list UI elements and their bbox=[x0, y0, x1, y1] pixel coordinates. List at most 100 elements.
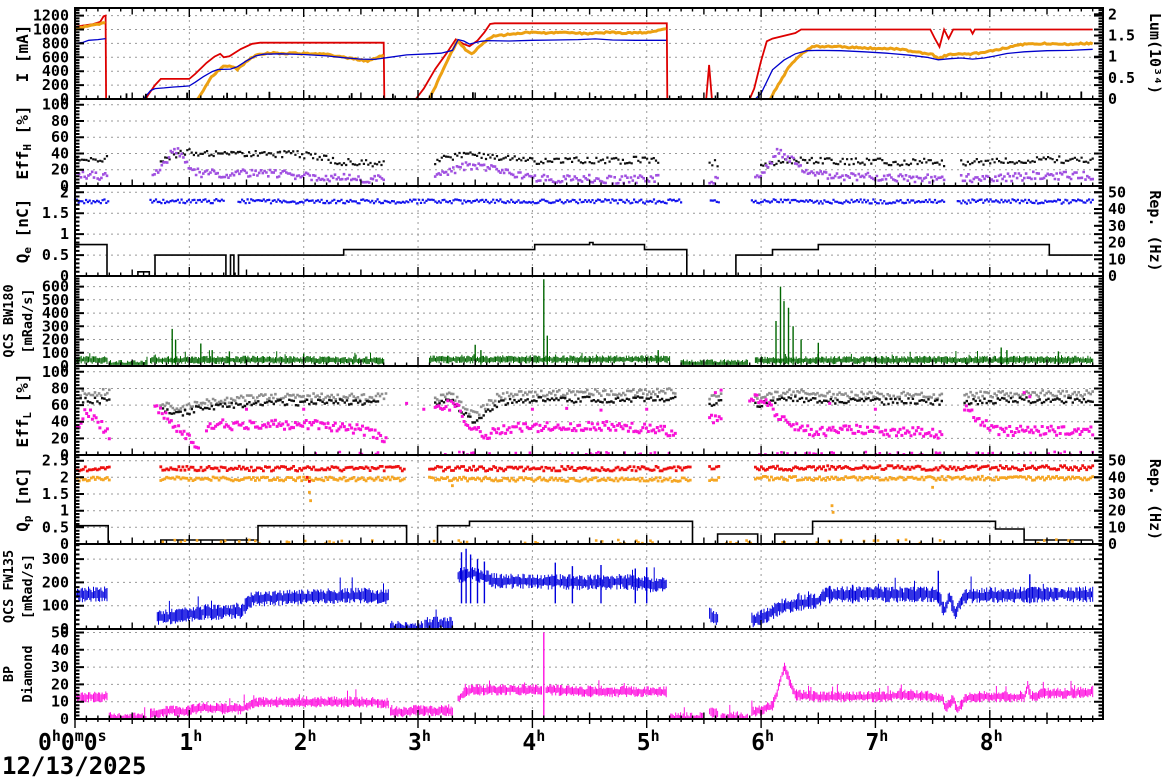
y-tick-label: 400 bbox=[42, 304, 69, 322]
panel-border bbox=[74, 628, 1104, 720]
right-tick-label: 20 bbox=[1108, 234, 1126, 252]
series-current-blue bbox=[754, 48, 1093, 100]
right-axis-label-beam-current: Lum(10³⁴) bbox=[1146, 13, 1164, 94]
x-hour-label-7: 7h bbox=[865, 727, 888, 756]
right-tick-label: 1.5 bbox=[1108, 27, 1135, 45]
y-axis-ticks bbox=[75, 628, 1103, 720]
y-tick-label: 1 bbox=[60, 225, 69, 243]
y-tick-label: 300 bbox=[42, 550, 69, 568]
series-qp-red-dots bbox=[75, 464, 1095, 473]
x-axis-ticks bbox=[74, 620, 1094, 629]
right-tick-label: 20 bbox=[1108, 502, 1126, 520]
right-tick-label: 10 bbox=[1108, 250, 1126, 268]
y-tick-label: 0 bbox=[60, 357, 69, 375]
y-tick-label: 20 bbox=[51, 675, 69, 693]
x-hour-label-5: 5h bbox=[637, 727, 660, 756]
y-tick-label: 200 bbox=[42, 573, 69, 591]
x-hour-label-6: 6h bbox=[751, 727, 774, 756]
x-hour-label-3: 3h bbox=[408, 727, 431, 756]
x-origin-label: 0h​0m​0s​ bbox=[38, 727, 107, 756]
y-tick-label: 600 bbox=[42, 278, 69, 296]
y-tick-label: 2 bbox=[60, 468, 69, 486]
series-qp-orange-dots bbox=[75, 474, 1095, 483]
y-tick-label: 1.5 bbox=[42, 485, 69, 503]
x-hour-label-4: 4h bbox=[522, 727, 545, 756]
series-eff-l-magenta-low bbox=[314, 450, 1094, 457]
y-tick-label: 100 bbox=[42, 363, 69, 381]
right-tick-label: 2 bbox=[1108, 5, 1117, 23]
y-tick-label: 1.5 bbox=[42, 204, 69, 222]
y-tick-label: 0 bbox=[60, 446, 69, 464]
series-fw135-noise bbox=[74, 567, 1094, 629]
panel-qcs-fw135: 0 100 200 300 QCS FW135 [mRad/s] bbox=[1, 543, 1104, 638]
right-tick-label: 40 bbox=[1108, 200, 1126, 218]
series-current-orange bbox=[74, 21, 106, 32]
series-qe-blue-dots bbox=[73, 198, 1094, 205]
series-bw180-spikes bbox=[171, 279, 1060, 365]
right-tick-label: 1 bbox=[1108, 48, 1117, 66]
right-tick-label: 50 bbox=[1108, 452, 1126, 470]
y-tick-label: 0 bbox=[60, 535, 69, 553]
right-tick-label: 0.5 bbox=[1108, 69, 1135, 87]
y-tick-label: 0 bbox=[60, 177, 69, 195]
series-qp-setpoint bbox=[75, 520, 1093, 545]
axis-label-eff-h-0: EffH​ [%] bbox=[13, 105, 34, 179]
y-tick-label: 0.5 bbox=[42, 246, 69, 264]
y-tick-label: 500 bbox=[42, 291, 69, 309]
y-tick-label: 200 bbox=[42, 76, 69, 94]
axis-label-beam-current-0: I [mA] bbox=[13, 25, 32, 83]
axis-label-q-e-0: Qe​ [nC] bbox=[13, 199, 34, 263]
y-tick-label: 400 bbox=[42, 62, 69, 80]
series-qp-streaks bbox=[308, 484, 934, 514]
right-tick-label: 0 bbox=[1108, 267, 1117, 285]
axis-label-qcs-bw180-0: QCS BW180 bbox=[1, 284, 17, 357]
series-current-orange bbox=[428, 27, 667, 100]
y-tick-label: 60 bbox=[51, 396, 69, 414]
axis-label-qcs-bw180-1: [mRad/s] bbox=[20, 288, 36, 353]
right-axis-label-q-p: Rep. (Hz) bbox=[1146, 459, 1164, 540]
right-tick-label: 40 bbox=[1108, 468, 1126, 486]
y-tick-label: 0 bbox=[60, 267, 69, 285]
right-tick-label: 0 bbox=[1108, 90, 1117, 108]
y-tick-label: 0 bbox=[60, 90, 69, 108]
panel-border bbox=[74, 98, 1104, 187]
y-tick-label: 50 bbox=[51, 624, 69, 642]
series-eff-l-gray bbox=[79, 387, 1094, 417]
y-axis-ticks bbox=[75, 367, 1103, 456]
y-axis-ticks bbox=[75, 100, 1103, 187]
y-tick-label: 0.5 bbox=[42, 518, 69, 536]
right-tick-label: 10 bbox=[1108, 518, 1126, 536]
bottom-axis-ticks bbox=[74, 719, 1094, 728]
y-tick-label: 1200 bbox=[33, 7, 69, 25]
x-hour-label-8: 8h bbox=[980, 727, 1003, 756]
right-axis-label-q-e: Rep. (Hz) bbox=[1146, 190, 1164, 271]
y-tick-label: 10 bbox=[51, 693, 69, 711]
series-bp-noise bbox=[74, 662, 1094, 719]
y-tick-label: 40 bbox=[51, 641, 69, 659]
right-tick-label: 30 bbox=[1108, 217, 1126, 235]
axis-label-qcs-fw135-0: QCS FW135 bbox=[1, 550, 17, 623]
date-label: 12/13/2025 bbox=[2, 752, 147, 780]
y-tick-label: 1 bbox=[60, 502, 69, 520]
series-current-blue bbox=[143, 38, 667, 100]
y-tick-label: 100 bbox=[42, 96, 69, 114]
y-tick-label: 0 bbox=[60, 620, 69, 638]
series-current-orange bbox=[196, 50, 385, 101]
y-tick-label: 40 bbox=[51, 413, 69, 431]
y-tick-label: 20 bbox=[51, 161, 69, 179]
series-eff-h-black bbox=[76, 148, 1094, 169]
panel-border bbox=[74, 365, 1104, 456]
x-hour-label-2: 2h bbox=[294, 727, 317, 756]
right-tick-label: 0 bbox=[1108, 535, 1117, 553]
y-tick-label: 600 bbox=[42, 48, 69, 66]
y-tick-label: 40 bbox=[51, 145, 69, 163]
y-tick-label: 80 bbox=[51, 380, 69, 398]
